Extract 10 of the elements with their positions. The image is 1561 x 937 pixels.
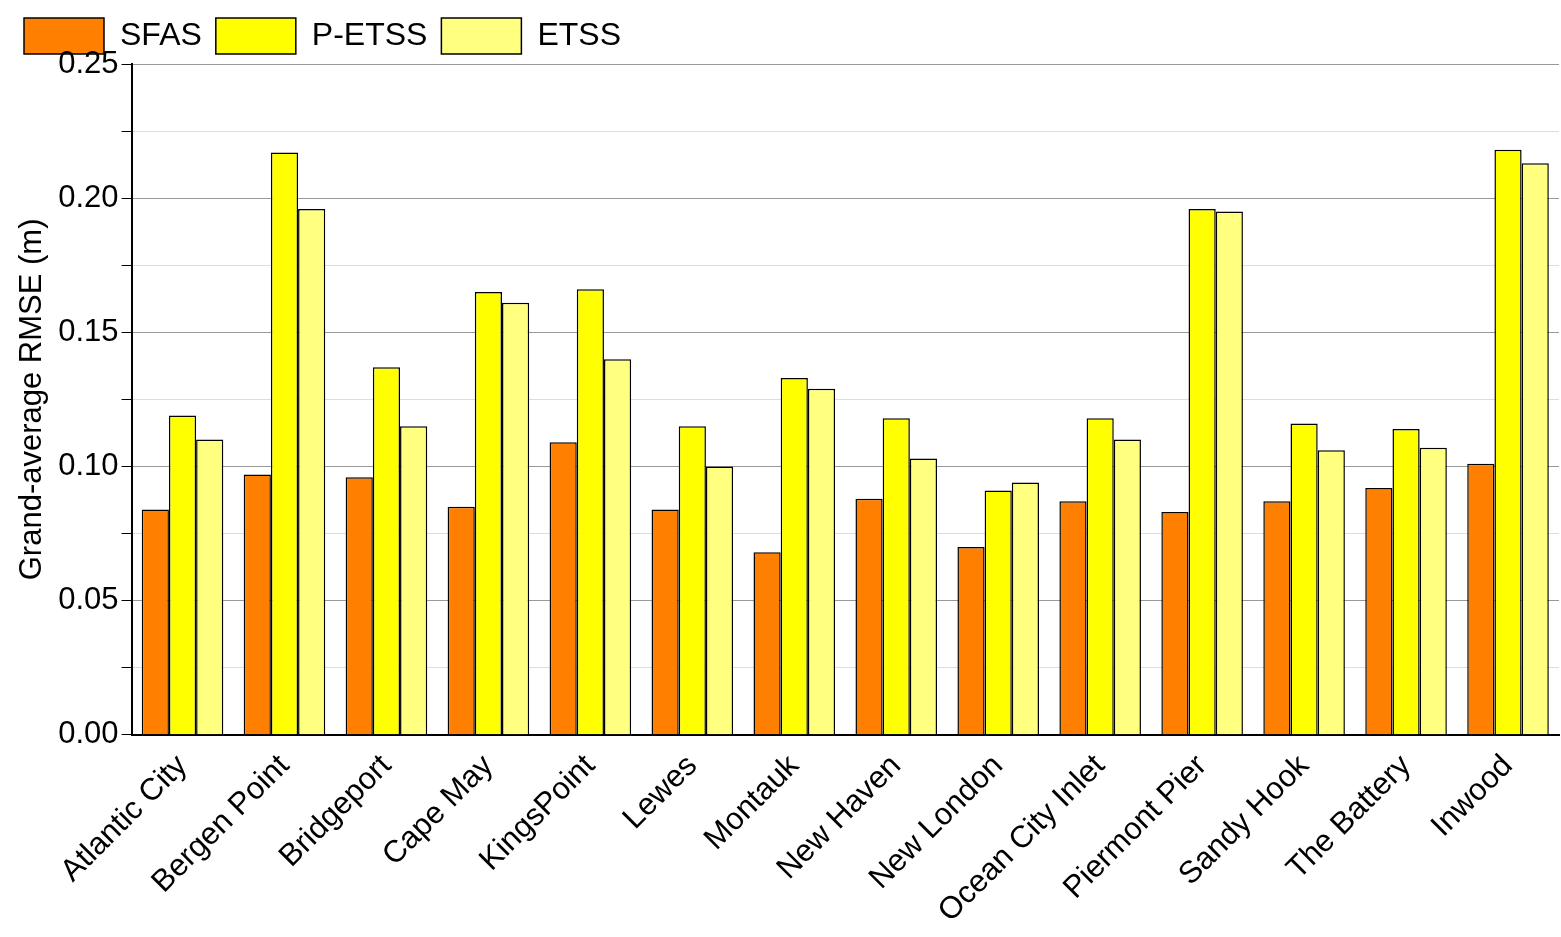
y-tick-label: 0.20 — [58, 178, 119, 214]
text: 0.00 — [58, 715, 119, 751]
legend-label: ETSS — [537, 15, 621, 52]
y-tick-label: 0.05 — [58, 581, 119, 617]
y-axis-title: Grand-average RMSE (m) — [13, 218, 49, 581]
legend-label: P-ETSS — [311, 15, 428, 52]
legend-label: SFAS — [120, 15, 202, 52]
y-tick-label: 0.10 — [58, 447, 119, 482]
y-tick-label: 0.25 — [58, 44, 119, 80]
y-tick-label: 0.15 — [58, 312, 119, 348]
